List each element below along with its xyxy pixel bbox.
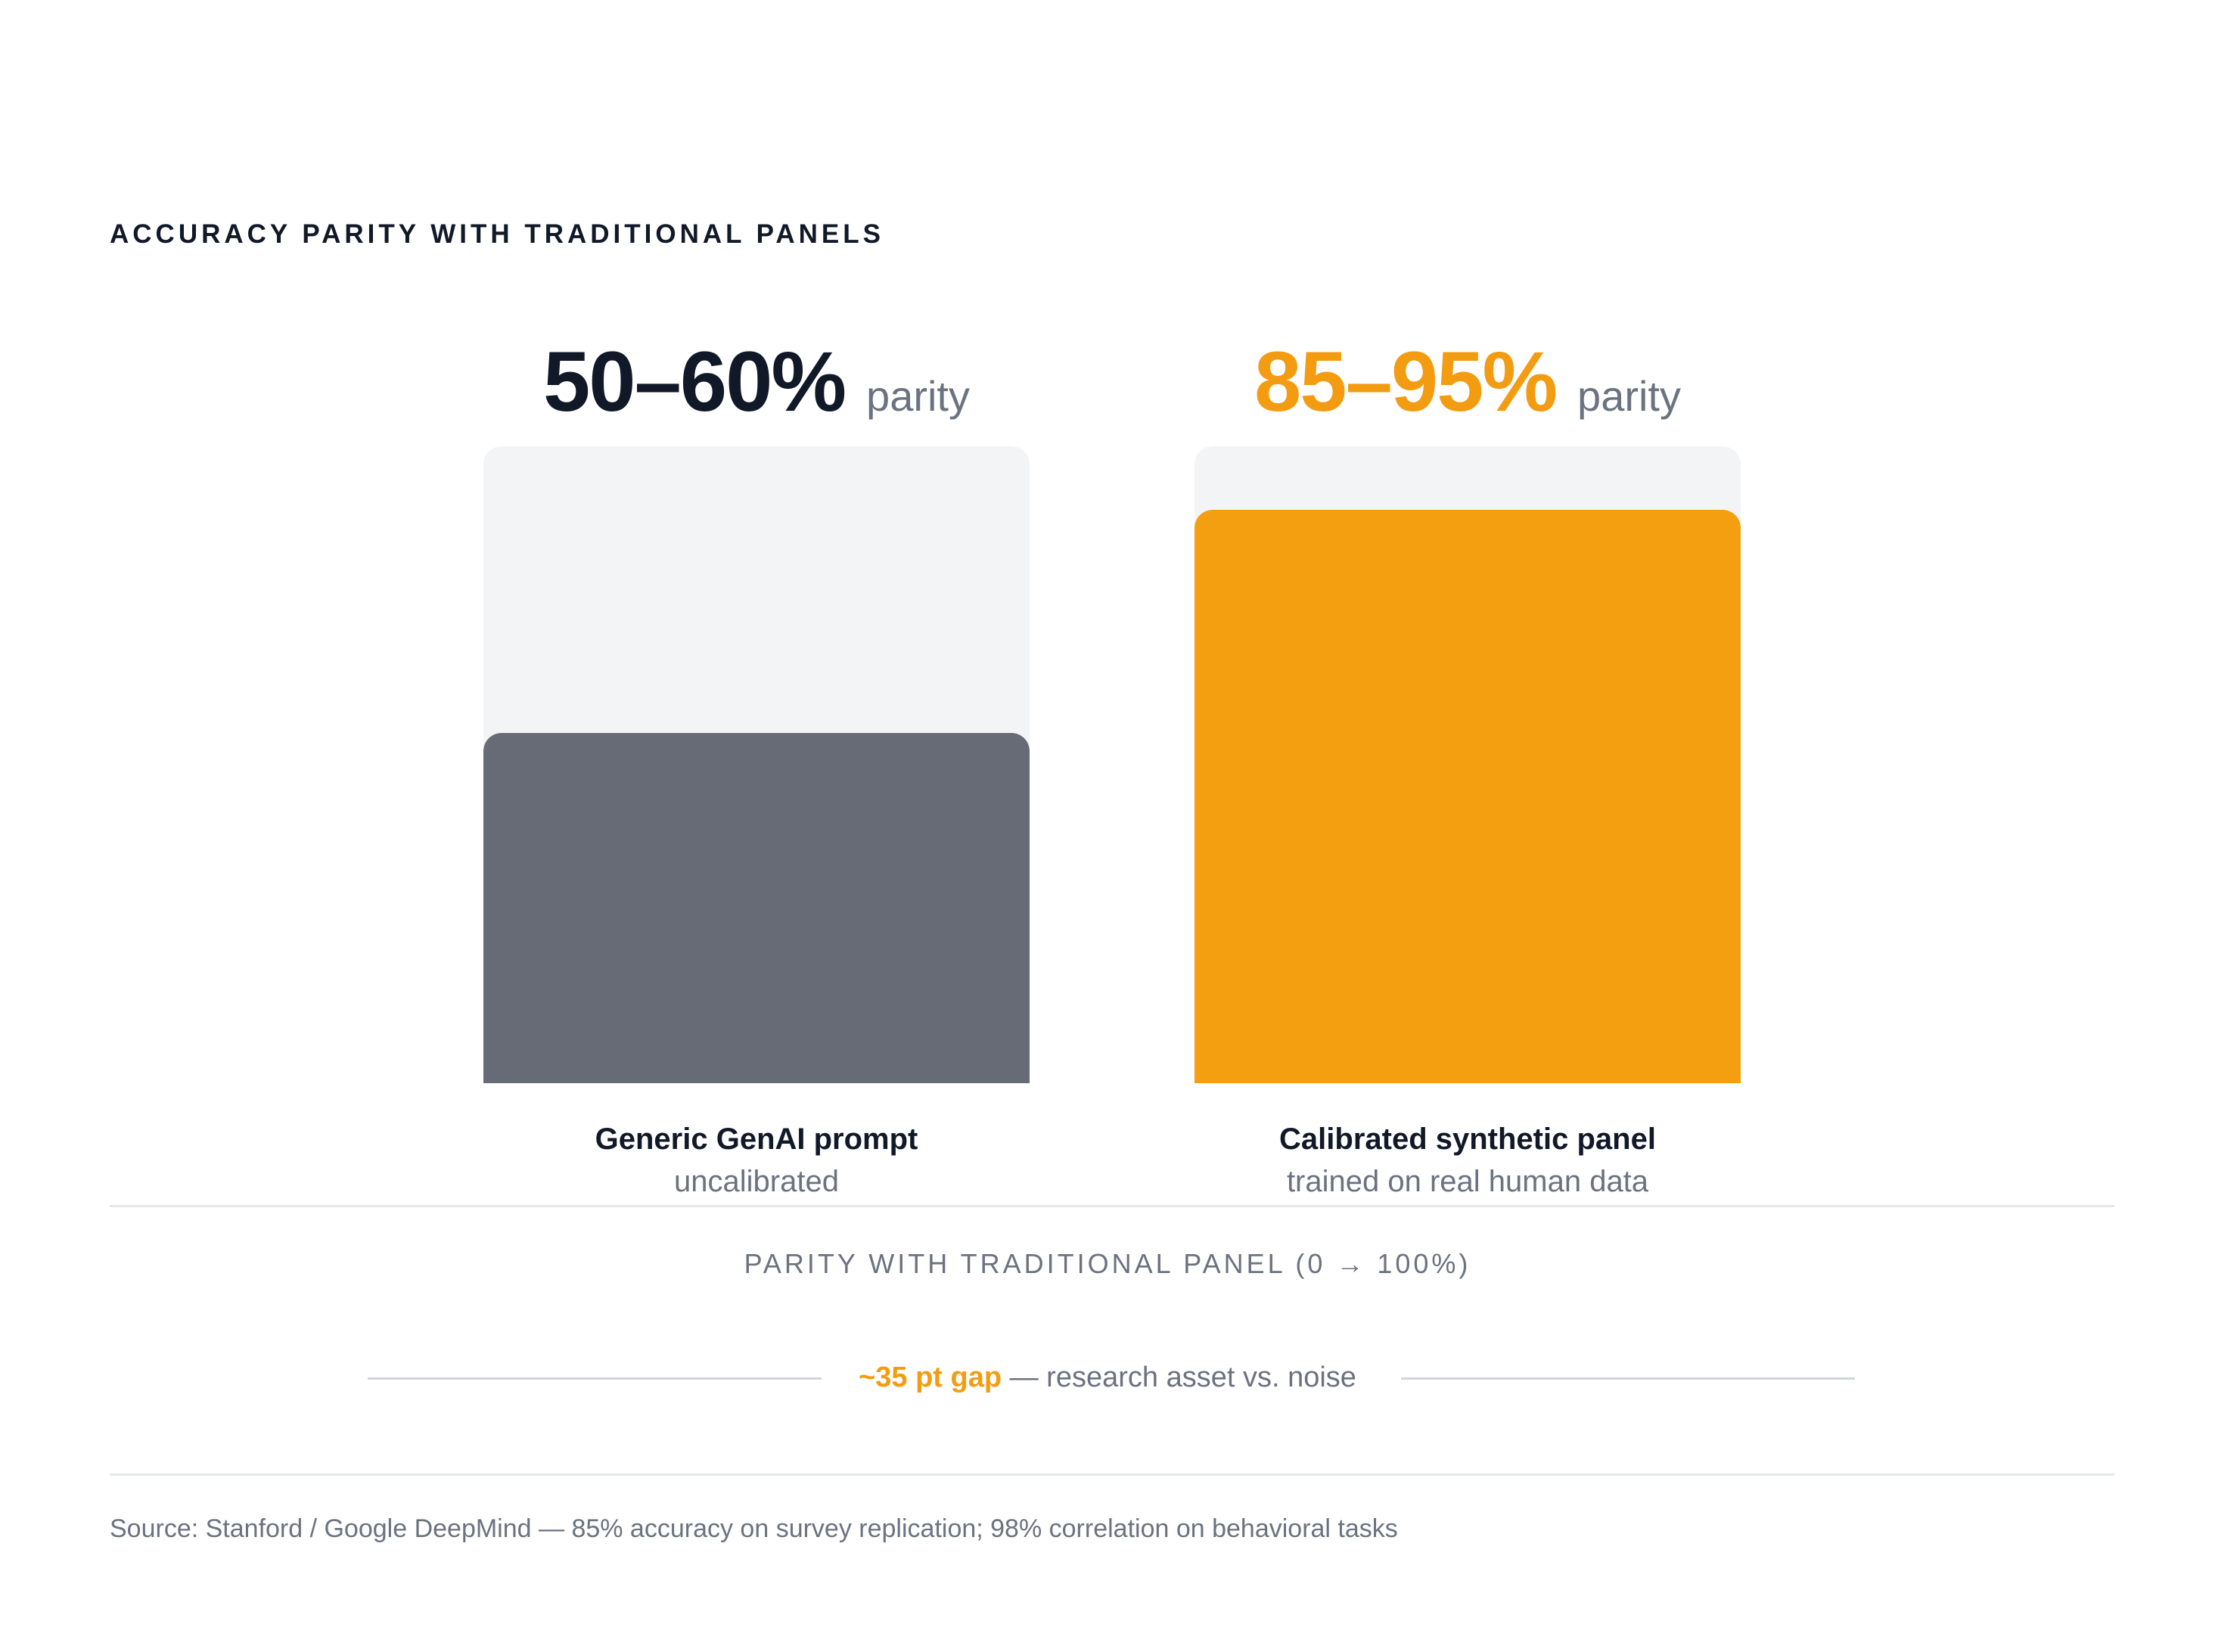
- bar-generic: [483, 732, 1030, 1083]
- chart-title: ACCURACY PARITY WITH TRADITIONAL PANELS: [110, 219, 884, 249]
- gap-line-left: [368, 1377, 822, 1380]
- bar-category-calibrated: Calibrated synthetic panel: [1279, 1123, 1656, 1156]
- gap-annotation: ~35 pt gap — research asset vs. noise: [0, 1362, 2215, 1394]
- source-note: Source: Stanford / Google DeepMind — 85%…: [110, 1514, 1398, 1543]
- bar-value-unit-calibrated: parity: [1577, 372, 1681, 420]
- axis-rule: [110, 1205, 2114, 1207]
- gap-annotation-highlight: ~35 pt gap: [859, 1362, 1002, 1393]
- gap-annotation-text: — research asset vs. noise: [1009, 1362, 1356, 1393]
- bar-category-generic: Generic GenAI prompt: [595, 1123, 918, 1156]
- bar-calibrated: [1194, 510, 1741, 1083]
- bar-value-label-generic: 50–60% parity: [483, 333, 1030, 430]
- bar-subtitle-generic: uncalibrated: [674, 1165, 839, 1198]
- bar-subtitle-calibrated: trained on real human data: [1286, 1165, 1649, 1198]
- x-axis-label: PARITY WITH TRADITIONAL PANEL (0 → 100%): [744, 1248, 1471, 1279]
- bar-value-calibrated: 85–95%: [1254, 334, 1558, 429]
- bar-track-calibrated: [1194, 446, 1741, 1083]
- footer-rule: [110, 1473, 2114, 1476]
- bar-value-label-calibrated: 85–95% parity: [1194, 333, 1741, 430]
- bar-value-generic: 50–60%: [543, 334, 847, 429]
- bar-track-generic: [483, 446, 1030, 1083]
- gap-line-right: [1401, 1377, 1855, 1380]
- bar-value-unit-generic: parity: [866, 372, 970, 420]
